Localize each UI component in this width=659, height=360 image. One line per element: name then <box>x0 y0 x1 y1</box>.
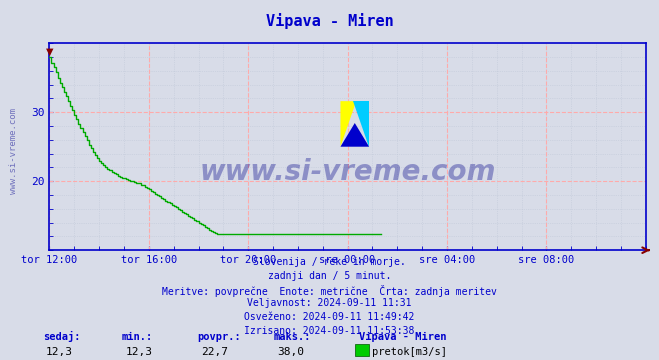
Text: zadnji dan / 5 minut.: zadnji dan / 5 minut. <box>268 271 391 281</box>
Text: 38,0: 38,0 <box>277 347 304 357</box>
Text: 12,3: 12,3 <box>125 347 152 357</box>
Text: Slovenija / reke in morje.: Slovenija / reke in morje. <box>253 257 406 267</box>
Text: 12,3: 12,3 <box>46 347 73 357</box>
Text: ▼: ▼ <box>45 47 53 57</box>
Text: Vipava - Miren: Vipava - Miren <box>266 13 393 28</box>
Text: 22,7: 22,7 <box>201 347 228 357</box>
Polygon shape <box>341 101 357 147</box>
Text: Osveženo: 2024-09-11 11:49:42: Osveženo: 2024-09-11 11:49:42 <box>244 312 415 322</box>
Text: Veljavnost: 2024-09-11 11:31: Veljavnost: 2024-09-11 11:31 <box>247 298 412 309</box>
Text: maks.:: maks.: <box>273 332 311 342</box>
Text: Izrisano: 2024-09-11 11:53:38: Izrisano: 2024-09-11 11:53:38 <box>244 326 415 336</box>
Polygon shape <box>341 123 369 147</box>
Text: Vipava - Miren: Vipava - Miren <box>359 332 447 342</box>
Text: Meritve: povprečne  Enote: metrične  Črta: zadnja meritev: Meritve: povprečne Enote: metrične Črta:… <box>162 285 497 297</box>
Text: min.:: min.: <box>122 332 153 342</box>
Text: sedaj:: sedaj: <box>43 331 80 342</box>
Text: www.si-vreme.com: www.si-vreme.com <box>200 158 496 185</box>
Text: www.si-vreme.com: www.si-vreme.com <box>9 108 18 194</box>
Text: pretok[m3/s]: pretok[m3/s] <box>372 347 447 357</box>
Text: povpr.:: povpr.: <box>198 332 241 342</box>
Polygon shape <box>353 101 369 147</box>
